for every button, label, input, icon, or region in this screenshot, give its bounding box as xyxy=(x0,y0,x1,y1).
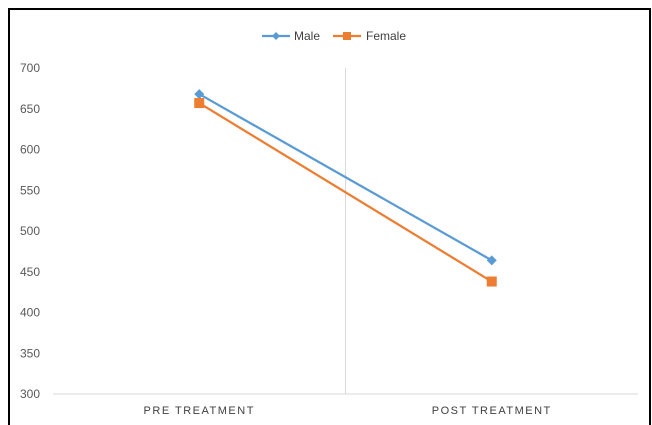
y-tick-label: 550 xyxy=(20,183,40,197)
series-line-male xyxy=(198,93,493,262)
y-tick-label: 350 xyxy=(20,346,40,360)
y-tick-label: 450 xyxy=(20,265,40,279)
y-tick-label: 400 xyxy=(20,306,40,320)
data-point-female xyxy=(194,98,205,109)
y-tick-label: 600 xyxy=(20,143,40,157)
y-tick-label: 700 xyxy=(20,61,40,75)
data-point-female xyxy=(486,276,497,287)
legend-marker-male xyxy=(272,32,280,40)
y-tick-label: 650 xyxy=(20,102,40,116)
y-tick-label: 300 xyxy=(20,387,40,401)
series-line-female xyxy=(198,102,493,283)
x-category-label: POST TREATMENT xyxy=(432,405,552,417)
legend-marker-female xyxy=(343,32,351,40)
legend-label-female: Female xyxy=(366,29,406,43)
data-point-male xyxy=(486,255,497,266)
y-tick-label: 500 xyxy=(20,224,40,238)
data-point-male xyxy=(194,89,205,100)
chart-frame xyxy=(8,8,651,425)
x-category-label: PRE TREATMENT xyxy=(144,405,255,417)
legend-label-male: Male xyxy=(294,29,320,43)
